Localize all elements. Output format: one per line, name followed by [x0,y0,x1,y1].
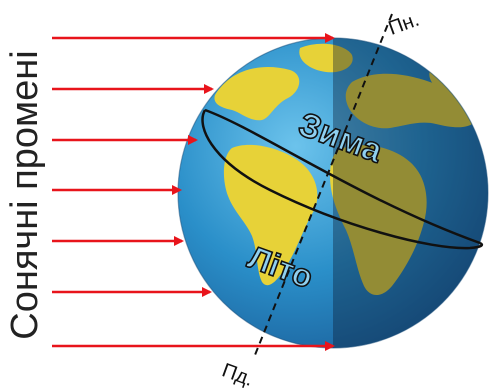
north-pole-label: Пн. [386,9,423,40]
europe-landmass [345,73,476,129]
globe [177,37,489,349]
night-side-shade [333,38,488,348]
africa-landmass [330,145,427,295]
south-pole-label: Пд. [219,359,256,389]
south-america-landmass [223,144,318,286]
latitude-circle-back [204,108,481,245]
earth-axis [254,13,393,356]
sun-rays [52,33,335,351]
greenland-landmass [299,43,353,73]
north-america-landmass [214,67,300,121]
latitude-circle [201,109,484,250]
